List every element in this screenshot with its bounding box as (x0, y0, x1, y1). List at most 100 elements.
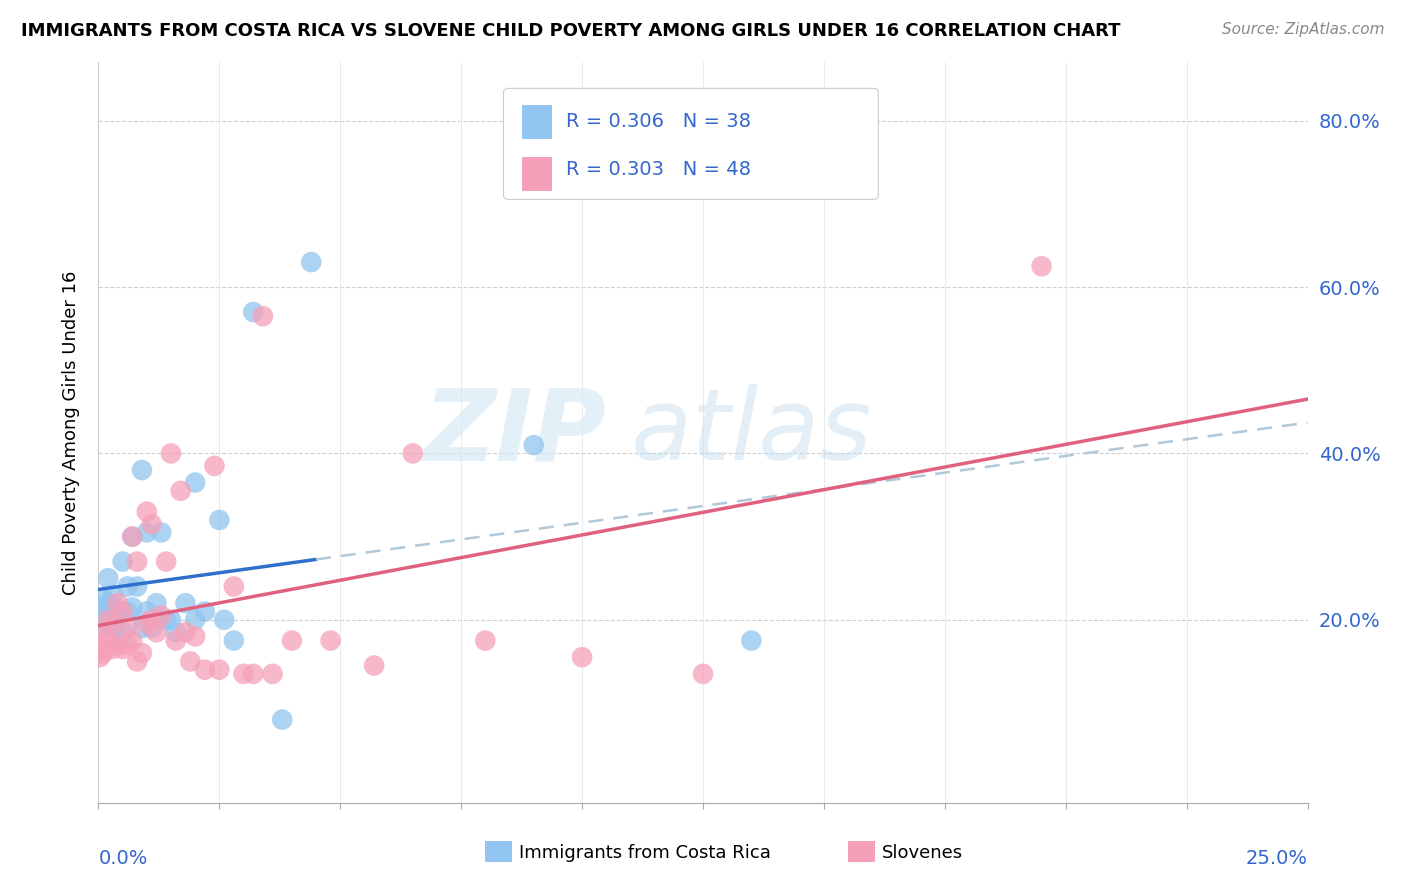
Text: Slovenes: Slovenes (882, 844, 963, 863)
Point (204, 458, 226, 473)
Point (150, 608, 173, 623)
Point (117, 638, 139, 652)
Point (101, 588, 124, 602)
Text: Immigrants from Costa Rica: Immigrants from Costa Rica (519, 844, 770, 863)
Text: R = 0.306   N = 38: R = 0.306 N = 38 (567, 112, 751, 130)
Point (194, 605, 217, 619)
Point (135, 605, 157, 619)
Point (101, 616, 124, 631)
Bar (848, 841, 875, 862)
Point (242, 666, 264, 681)
Point (97, 596, 120, 610)
Text: ZIP: ZIP (423, 384, 606, 481)
Point (160, 613, 183, 627)
Point (135, 525, 157, 540)
Point (363, 658, 385, 673)
Point (131, 621, 153, 635)
Point (91, 621, 114, 635)
Point (262, 666, 284, 681)
Point (141, 517, 163, 532)
Point (107, 596, 129, 610)
Point (91, 600, 114, 615)
Text: IMMIGRANTS FROM COSTA RICA VS SLOVENE CHILD POVERTY AMONG GIRLS UNDER 16 CORRELA: IMMIGRANTS FROM COSTA RICA VS SLOVENE CH… (21, 22, 1121, 40)
Y-axis label: Child Poverty Among Girls Under 16: Child Poverty Among Girls Under 16 (62, 270, 80, 595)
Point (91, 646, 114, 660)
Point (90, 641, 112, 656)
Point (90, 613, 112, 627)
Point (141, 613, 163, 627)
Point (127, 580, 149, 594)
Point (117, 580, 139, 594)
Point (111, 605, 134, 619)
Point (319, 633, 342, 648)
Point (150, 525, 173, 540)
Point (242, 305, 264, 319)
Point (121, 633, 143, 648)
Text: Source: ZipAtlas.com: Source: ZipAtlas.com (1222, 22, 1385, 37)
Point (135, 616, 157, 631)
Point (740, 633, 762, 648)
Point (174, 596, 197, 610)
Point (131, 646, 153, 660)
Point (141, 621, 163, 635)
Point (117, 605, 139, 619)
Point (402, 446, 425, 460)
Point (131, 463, 153, 477)
Point (97, 613, 120, 627)
Text: 0.0%: 0.0% (98, 848, 148, 868)
Point (101, 641, 124, 656)
Point (571, 650, 593, 665)
Point (184, 475, 207, 490)
Point (97, 571, 120, 585)
Point (111, 555, 134, 569)
Point (174, 625, 197, 640)
Text: R = 0.303   N = 48: R = 0.303 N = 48 (567, 161, 751, 179)
Point (281, 633, 304, 648)
Point (232, 666, 254, 681)
Point (127, 654, 149, 668)
Point (208, 513, 231, 527)
Point (1031, 259, 1053, 273)
Point (121, 600, 143, 615)
Point (222, 580, 245, 594)
Point (145, 596, 167, 610)
Point (252, 309, 274, 323)
Point (194, 663, 217, 677)
Point (121, 530, 143, 544)
Point (155, 555, 177, 569)
Point (523, 438, 546, 452)
Point (212, 613, 235, 627)
Bar (522, 105, 553, 138)
Bar (522, 157, 553, 191)
Point (107, 638, 129, 652)
Text: 25.0%: 25.0% (1246, 848, 1308, 868)
Point (160, 446, 183, 460)
Point (121, 530, 143, 544)
Point (184, 629, 207, 643)
Point (165, 625, 187, 640)
Point (89, 650, 111, 665)
Point (111, 625, 134, 640)
Point (184, 613, 207, 627)
Point (271, 713, 294, 727)
Point (127, 555, 149, 569)
Point (222, 633, 245, 648)
Point (155, 613, 177, 627)
Point (135, 505, 157, 519)
FancyBboxPatch shape (503, 88, 879, 200)
Point (107, 605, 129, 619)
Point (179, 654, 201, 668)
Text: atlas: atlas (630, 384, 872, 481)
Point (97, 633, 120, 648)
Point (169, 483, 191, 498)
Point (111, 641, 134, 656)
Point (91, 592, 114, 607)
Point (208, 663, 231, 677)
Point (299, 255, 322, 269)
Point (165, 633, 187, 648)
Point (145, 625, 167, 640)
Bar (485, 841, 512, 862)
Point (692, 666, 714, 681)
Point (91, 625, 114, 640)
Point (101, 621, 124, 635)
